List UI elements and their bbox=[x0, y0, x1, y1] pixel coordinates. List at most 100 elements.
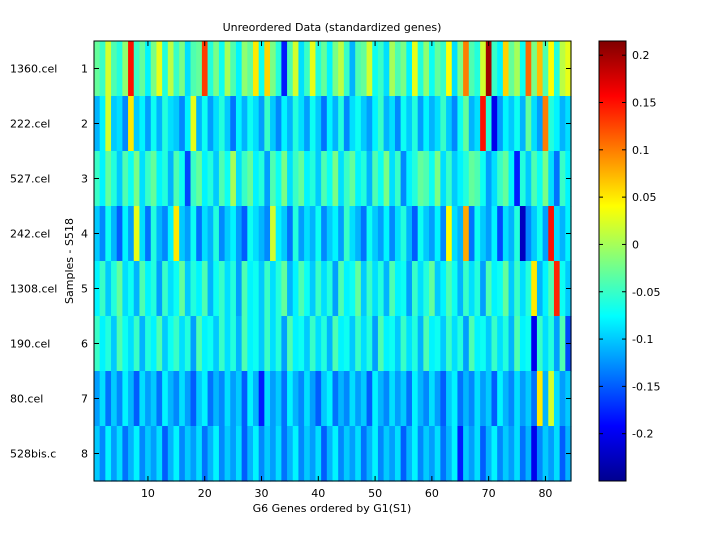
heatmap-cell bbox=[429, 206, 436, 262]
heatmap-cell bbox=[542, 261, 549, 317]
heatmap-cell bbox=[446, 151, 453, 207]
heatmap-cell bbox=[281, 206, 288, 262]
heatmap-cell bbox=[343, 371, 351, 427]
heatmap-cell bbox=[116, 426, 123, 482]
heatmap-cell bbox=[179, 151, 186, 207]
heatmap-cell bbox=[281, 96, 288, 152]
heatmap-cell bbox=[235, 371, 243, 427]
heatmap-cell bbox=[525, 41, 532, 97]
heatmap-cell bbox=[406, 96, 413, 152]
heatmap-cell bbox=[440, 41, 447, 97]
heatmap-cell bbox=[434, 371, 441, 427]
heatmap-cell bbox=[292, 151, 300, 207]
heatmap-cell bbox=[463, 426, 470, 482]
heatmap-cell bbox=[531, 151, 538, 207]
heatmap-cell bbox=[360, 96, 368, 152]
y-axis-label: Samples - S518 bbox=[63, 218, 76, 304]
heatmap-cell bbox=[224, 96, 231, 152]
heatmap-cell bbox=[218, 96, 226, 152]
heatmap-cell bbox=[497, 426, 504, 482]
heatmap-cell bbox=[525, 261, 532, 317]
heatmap-cell bbox=[446, 261, 453, 317]
heatmap-cell bbox=[457, 206, 464, 262]
heatmap-cell bbox=[230, 261, 237, 317]
heatmap-cell bbox=[338, 426, 345, 482]
heatmap-cell bbox=[162, 206, 169, 262]
heatmap-cell bbox=[412, 426, 419, 482]
heatmap-cell bbox=[377, 261, 385, 317]
heatmap-cell bbox=[417, 316, 424, 372]
heatmap-cell bbox=[247, 316, 254, 372]
heatmap-cell bbox=[394, 206, 402, 262]
heatmap-cell bbox=[207, 206, 214, 262]
heatmap-cell bbox=[349, 426, 356, 482]
heatmap-cell bbox=[412, 371, 419, 427]
heatmap-cell bbox=[429, 261, 436, 317]
heatmap-cell bbox=[213, 371, 220, 427]
heatmap-cell bbox=[270, 41, 277, 97]
heatmap-cell bbox=[253, 316, 260, 372]
heatmap-cell bbox=[321, 426, 328, 482]
heatmap-cell bbox=[338, 41, 345, 97]
heatmap-cell bbox=[122, 371, 129, 427]
heatmap-cell bbox=[366, 426, 373, 482]
heatmap-cell bbox=[349, 96, 356, 152]
heatmap-cell bbox=[128, 96, 135, 152]
heatmap-cell bbox=[338, 151, 345, 207]
colorbar bbox=[598, 40, 627, 482]
heatmap-cell bbox=[491, 371, 498, 427]
x-axis-ticks: 10 20 30 40 50 60 70 80 bbox=[141, 41, 552, 500]
heatmap-cell bbox=[133, 206, 141, 262]
heatmap-cell bbox=[451, 261, 459, 317]
heatmap-cell bbox=[196, 151, 203, 207]
heatmap-cell bbox=[451, 426, 459, 482]
heatmap-cell bbox=[309, 371, 317, 427]
heatmap-cell bbox=[184, 426, 192, 482]
heatmap-cell bbox=[423, 316, 430, 372]
heatmap-cell bbox=[485, 316, 493, 372]
heatmap-cell bbox=[429, 371, 436, 427]
heatmap-cell bbox=[258, 316, 265, 372]
heatmap-cell bbox=[287, 426, 294, 482]
heatmap-cell bbox=[196, 96, 203, 152]
heatmap-cell bbox=[497, 96, 504, 152]
heatmap-cell bbox=[383, 261, 390, 317]
heatmap-cell bbox=[196, 261, 203, 317]
heatmap-cell bbox=[230, 316, 237, 372]
colorbar-tick-label: 0.1 bbox=[632, 144, 650, 157]
colorbar-tick-label: -0.1 bbox=[632, 333, 653, 346]
heatmap-cell bbox=[491, 261, 498, 317]
heatmap-cell bbox=[355, 371, 362, 427]
heatmap-cell bbox=[116, 371, 123, 427]
heatmap-cell bbox=[139, 41, 146, 97]
heatmap-cell bbox=[480, 426, 487, 482]
heatmap-cell bbox=[281, 151, 288, 207]
heatmap-cell bbox=[355, 96, 362, 152]
heatmap-cell bbox=[298, 371, 305, 427]
y-tick-label: 4 bbox=[81, 228, 88, 241]
heatmap-cell bbox=[400, 371, 407, 427]
heatmap-cell bbox=[514, 41, 521, 97]
heatmap-cell bbox=[485, 206, 493, 262]
heatmap-cell bbox=[366, 206, 373, 262]
heatmap-cell bbox=[304, 206, 311, 262]
heatmap-cell bbox=[326, 96, 334, 152]
heatmap-cell bbox=[207, 151, 214, 207]
heatmap-cell bbox=[224, 261, 231, 317]
heatmap-cell bbox=[190, 261, 197, 317]
heatmap-cell bbox=[394, 426, 402, 482]
heatmap-cell bbox=[389, 371, 396, 427]
heatmap-cell bbox=[548, 371, 555, 427]
heatmap-cell bbox=[230, 206, 237, 262]
heatmap-cell bbox=[406, 151, 413, 207]
x-tick-label: 10 bbox=[141, 487, 155, 500]
heatmap-cell bbox=[298, 41, 305, 97]
heatmap-cell bbox=[190, 426, 197, 482]
heatmap-cell bbox=[207, 426, 214, 482]
heatmap-cell bbox=[497, 151, 504, 207]
heatmap-cell bbox=[156, 261, 163, 317]
heatmap-cell bbox=[281, 426, 288, 482]
y-axis-ticks: 1 2 3 4 5 6 7 8 bbox=[81, 63, 571, 461]
heatmap-cell bbox=[468, 316, 476, 372]
heatmap-cell bbox=[315, 151, 322, 207]
